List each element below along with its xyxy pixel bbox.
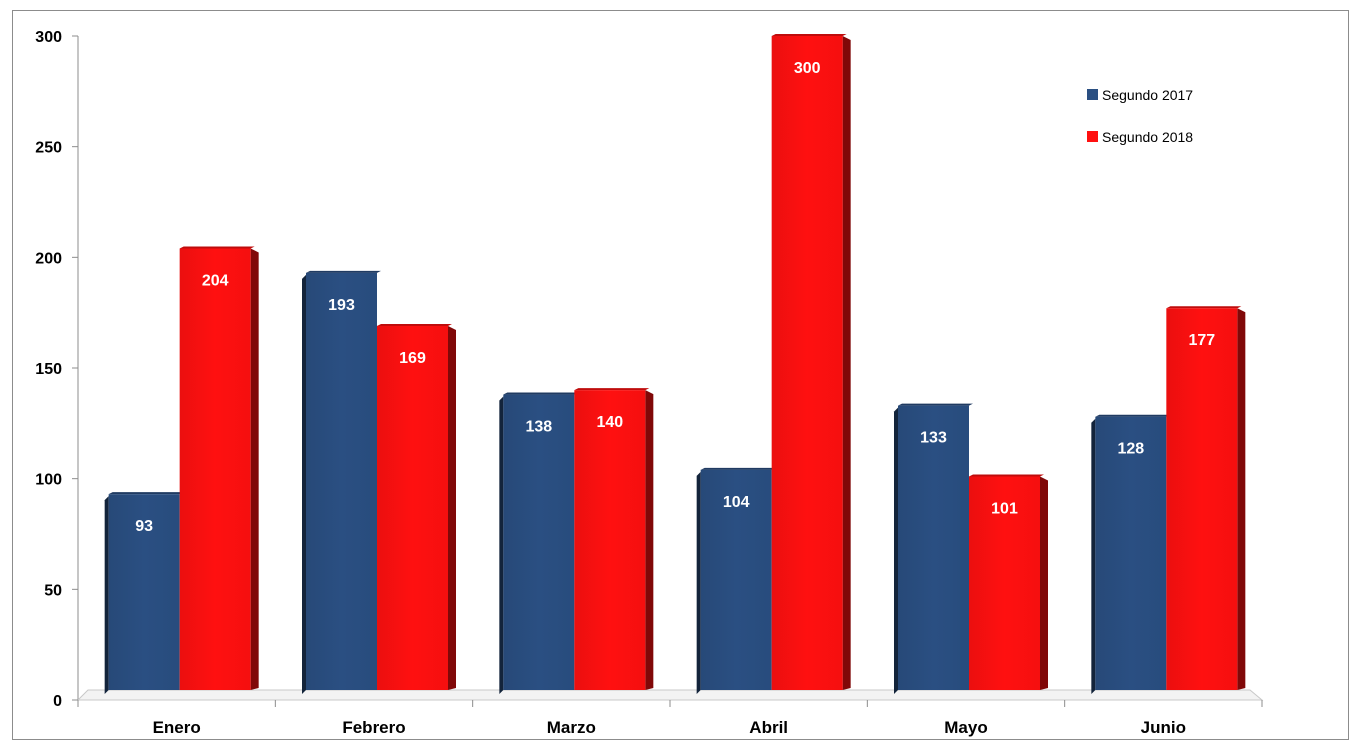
- y-tick-label: 100: [35, 472, 62, 489]
- legend: Segundo 2017 Segundo 2018: [1087, 87, 1193, 145]
- x-category-label: Enero: [153, 718, 201, 737]
- bar-segundo-2017: [108, 494, 180, 690]
- y-tick-label: 50: [44, 582, 62, 599]
- bar-top: [898, 403, 973, 406]
- bar-top: [108, 492, 184, 495]
- bar-top: [969, 474, 1044, 477]
- bar-segundo-2018: [1166, 308, 1238, 690]
- bar-side: [104, 496, 109, 694]
- bar-segundo-2017: [898, 405, 969, 690]
- bar-segundo-2017: [700, 469, 772, 690]
- bar-side: [302, 274, 306, 694]
- x-category-label: Febrero: [342, 718, 405, 737]
- bar-segundo-2018: [771, 36, 843, 690]
- bars: [104, 34, 1246, 694]
- y-tick-label: 300: [35, 29, 62, 46]
- bar-side: [1091, 418, 1096, 694]
- data-label: 93: [135, 518, 153, 535]
- bar-segundo-2017: [1095, 416, 1167, 690]
- axes: 0 50 100 150 200 250 300 Enero Febrero Marzo Abril…: [35, 29, 1264, 737]
- data-label: 104: [723, 494, 750, 511]
- bar-side: [1040, 476, 1048, 690]
- bar-segundo-2018: [969, 476, 1040, 690]
- data-label: 300: [794, 60, 821, 77]
- data-label: 204: [202, 272, 229, 289]
- bar-top: [306, 270, 381, 273]
- legend-label: Segundo 2017: [1102, 87, 1193, 103]
- data-label: 169: [399, 350, 426, 367]
- bar-side: [499, 396, 504, 694]
- data-label: 140: [596, 414, 623, 431]
- bar-side: [1237, 308, 1246, 690]
- legend-swatch: [1087, 89, 1098, 100]
- x-category-label: Abril: [749, 718, 788, 737]
- y-tick-label: 200: [35, 250, 62, 267]
- data-label: 101: [991, 500, 1018, 517]
- bar-segundo-2018: [377, 325, 448, 690]
- bar-side: [645, 390, 654, 690]
- bar-side: [448, 325, 456, 690]
- bar-top: [574, 388, 650, 391]
- y-tick-label: 250: [35, 140, 62, 157]
- bar-segundo-2018: [574, 390, 646, 690]
- chart-floor: [76, 689, 1264, 701]
- bar-top: [1095, 414, 1171, 417]
- data-label: 193: [328, 297, 355, 314]
- bar-segundo-2018: [179, 248, 251, 691]
- data-label: 138: [525, 419, 552, 436]
- legend-label: Segundo 2018: [1102, 129, 1193, 145]
- bar-top: [1166, 306, 1242, 309]
- y-tick-label: 150: [35, 361, 62, 378]
- data-label: 177: [1188, 332, 1215, 349]
- data-label: 128: [1117, 441, 1144, 458]
- data-labels: 93 204 193 169 138 140 104 300 133 101 128 177: [135, 60, 1215, 535]
- bar-top: [503, 392, 579, 395]
- legend-swatch: [1087, 131, 1098, 142]
- bar-top: [377, 323, 452, 326]
- bar-segundo-2017: [306, 272, 377, 690]
- bar-top: [700, 467, 776, 470]
- x-category-label: Marzo: [547, 718, 596, 737]
- bar-top: [771, 34, 847, 36]
- data-label: 133: [920, 430, 947, 447]
- x-category-label: Junio: [1141, 718, 1186, 737]
- bar-side: [894, 407, 898, 694]
- bar-side: [696, 471, 701, 694]
- y-tick-label: 0: [53, 693, 62, 710]
- bar-side: [842, 36, 851, 690]
- bar-side: [250, 248, 259, 691]
- x-category-label: Mayo: [944, 718, 987, 737]
- bar-segundo-2017: [503, 394, 575, 690]
- bar-top: [179, 246, 255, 249]
